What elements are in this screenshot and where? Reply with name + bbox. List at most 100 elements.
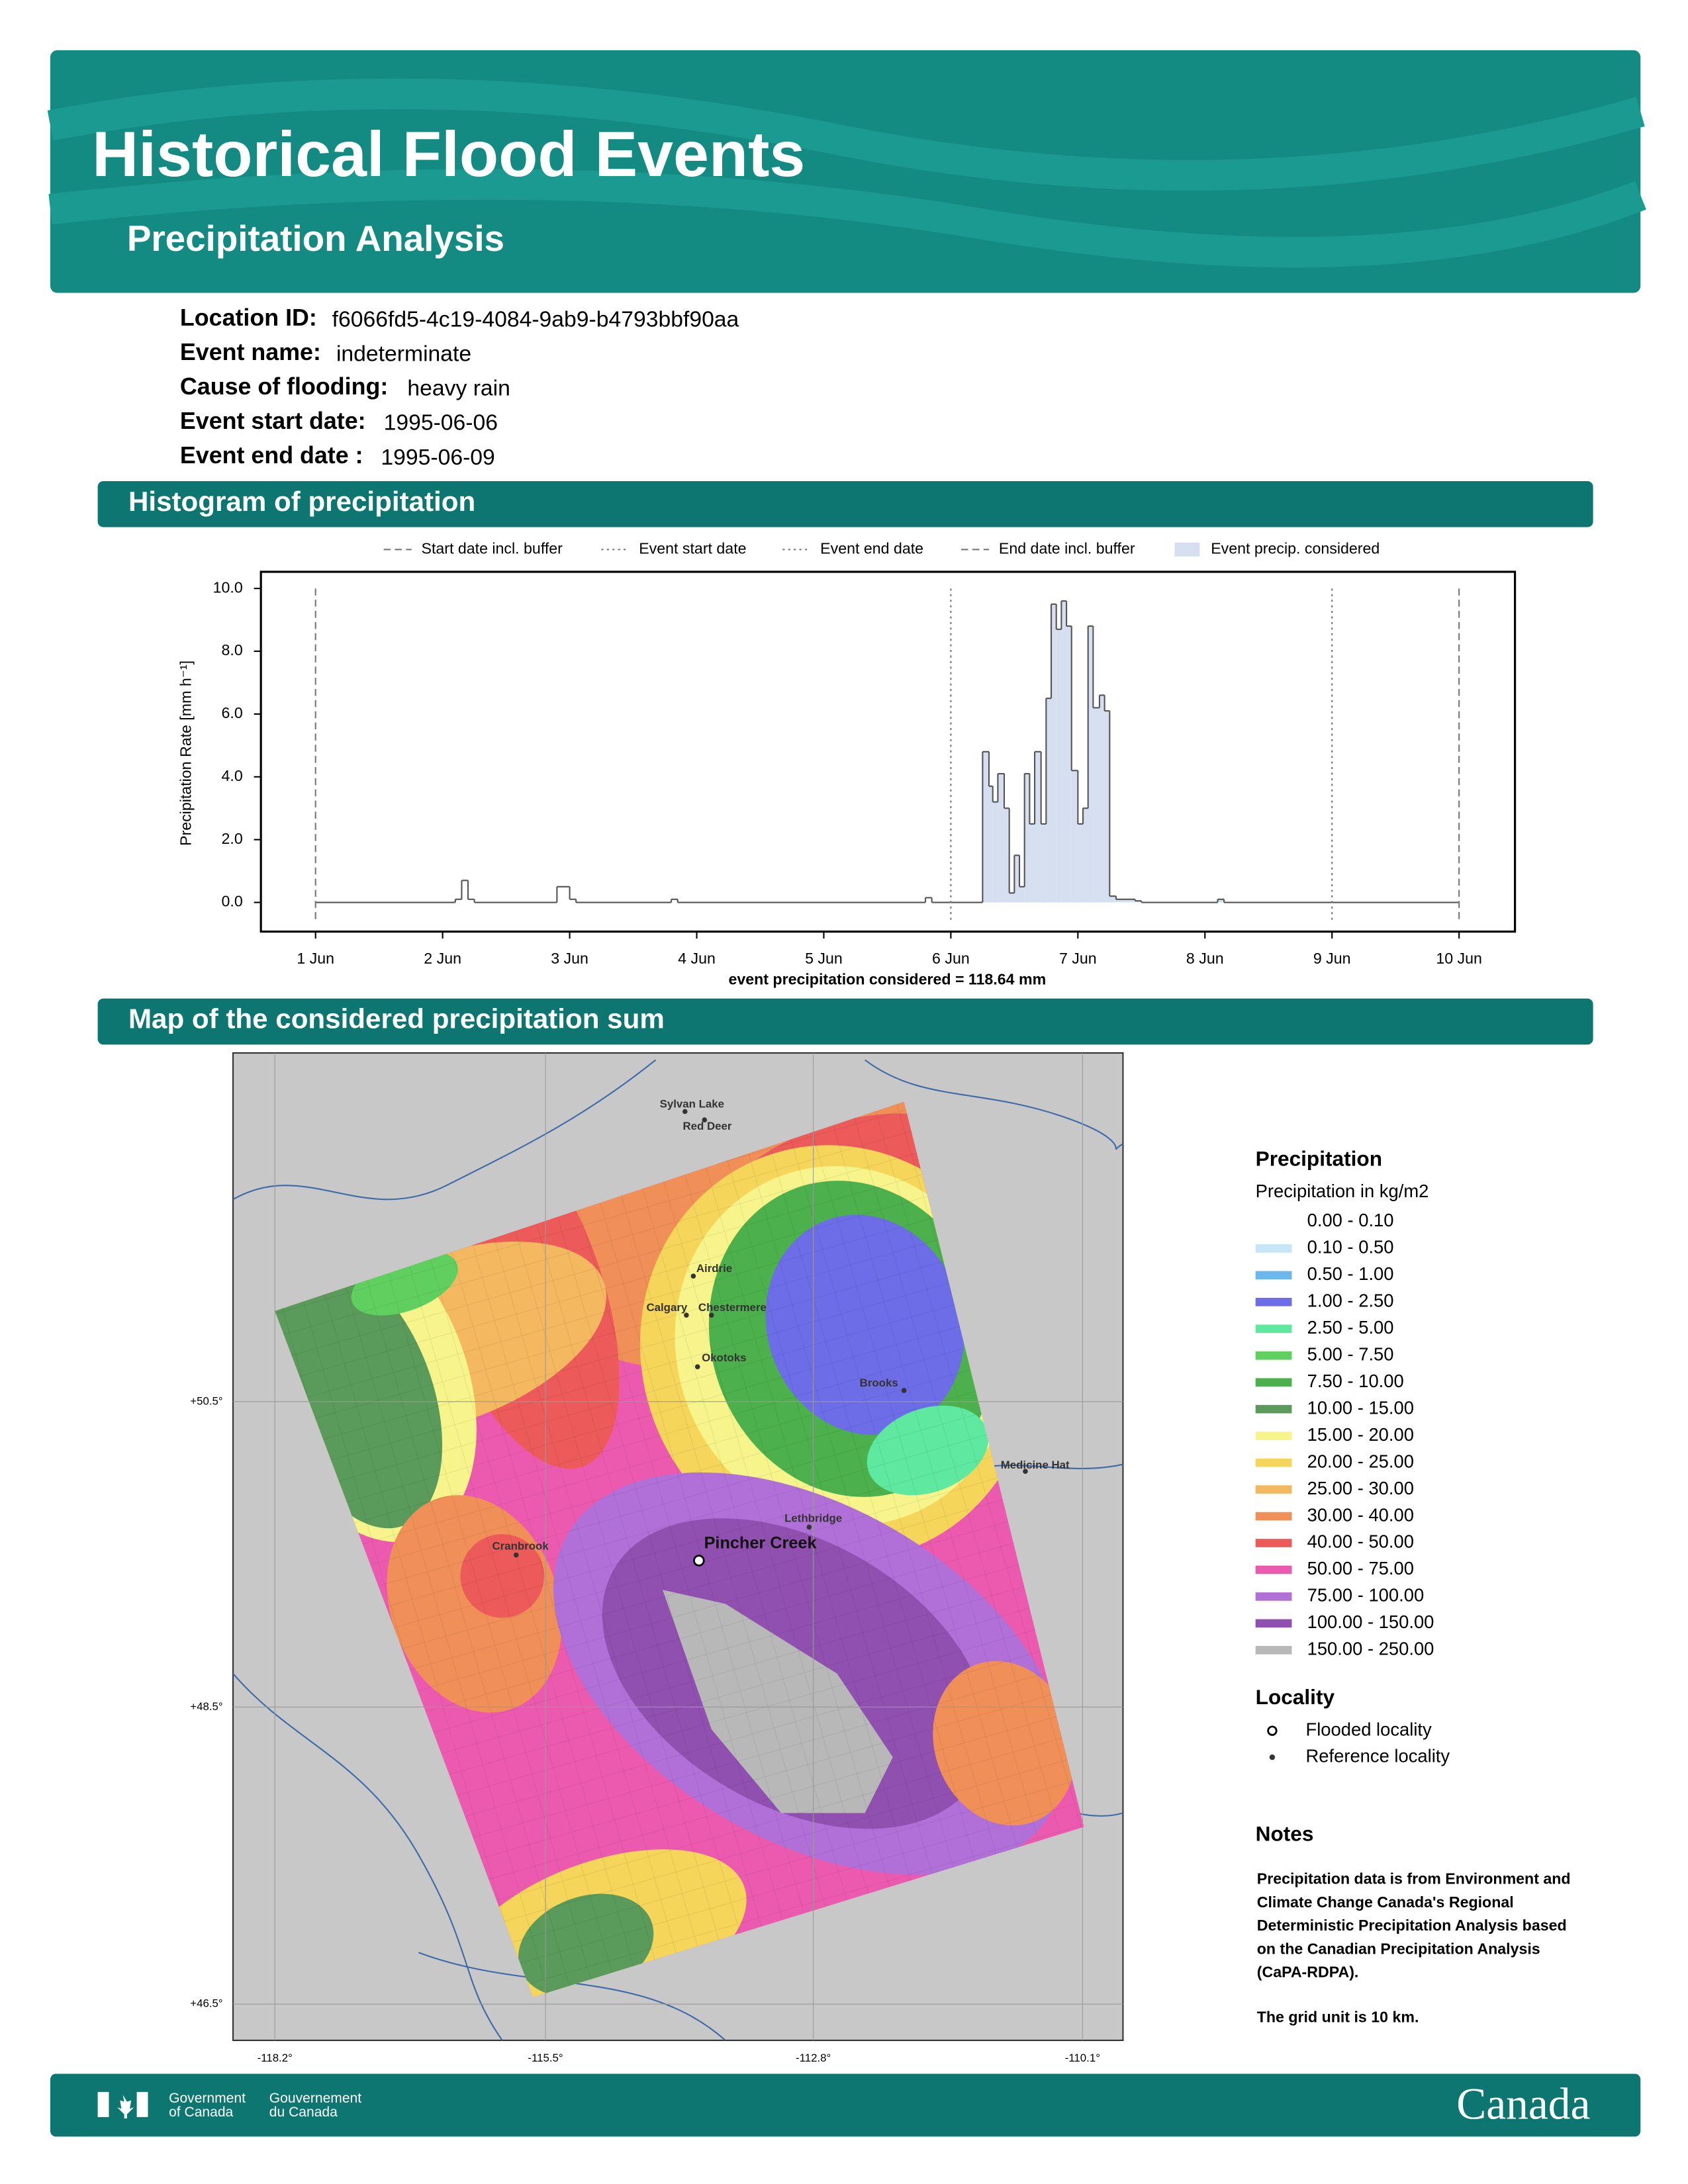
map-image [233,1052,1123,2040]
event-precip-fill [992,801,998,903]
info-label: Event end date : [180,442,363,469]
notes-line: Precipitation data is from Environment a… [1257,1870,1571,1888]
event-precip-fill [1009,893,1015,903]
legend-swatch [1174,542,1200,557]
legend-title: Locality [1256,1685,1335,1709]
y-tick-label: 4.0 [222,767,243,784]
flooded-locality [693,1555,705,1567]
x-tick-label: 8 Jun [1186,950,1224,967]
x-tick-label: 6 Jun [932,950,970,967]
legend-label: 100.00 - 150.00 [1307,1612,1434,1632]
legend-label: 40.00 - 50.00 [1307,1531,1414,1552]
reference-locality [682,1109,688,1115]
legend-label: 15.00 - 20.00 [1307,1424,1414,1445]
section-title: Histogram of precipitation [128,486,475,517]
header-banner [50,50,1641,293]
x-tick-label: 2 Jun [424,950,461,967]
reference-locality [694,1364,700,1369]
event-precip-fill [1109,896,1116,903]
title: Historical Flood Events [92,118,805,190]
event-precip-fill [1099,695,1105,903]
legend-swatch [1255,1458,1292,1467]
event-precip-fill [1217,899,1225,903]
footer-bar [50,2073,1641,2137]
wordmark: Canada [1456,2079,1590,2129]
x-tick-label: 1 Jun [297,950,334,967]
legend-label: 2.50 - 5.00 [1307,1317,1394,1338]
legend-label: 1.00 - 2.50 [1307,1291,1394,1311]
event-precip-fill [1046,698,1052,903]
event-precip-fill [982,751,989,903]
subtitle: Precipitation Analysis [127,218,504,259]
event-precip-fill [1071,770,1078,903]
y-tick-label: 2.0 [222,830,243,847]
river [864,1059,1123,1150]
lat-tick-label: +46.5° [190,1997,222,2010]
x-tick-label: 9 Jun [1313,950,1351,967]
y-tick-label: 6.0 [222,704,243,721]
legend-label: 0.00 - 0.10 [1307,1210,1394,1230]
reference-locality [709,1312,714,1318]
annotation: event precipitation considered = 118.64 … [728,971,1046,988]
lat-tick-label: +48.5° [190,1700,222,1713]
y-axis-label: Precipitation Rate [mm h⁻¹] [177,660,195,846]
footer-gov: Gouvernement [269,2091,361,2106]
legend-subtitle: Precipitation in kg/m2 [1256,1181,1429,1201]
notes-line: Climate Change Canada's Regional [1257,1893,1514,1911]
legend-label: Event precip. considered [1211,539,1380,557]
legend-label: 25.00 - 30.00 [1307,1478,1414,1498]
y-tick-label: 0.0 [222,893,243,910]
lon-tick-label: -110.1° [1065,2052,1100,2064]
legend-label: 10.00 - 15.00 [1307,1397,1414,1418]
legend-label: 20.00 - 25.00 [1307,1451,1414,1471]
event-precip-fill [1056,629,1062,903]
notes-line: on the Canadian Precipitation Analysis [1257,1940,1540,1957]
legend-swatch [1255,1485,1292,1494]
locality-label: Brooks [860,1377,898,1389]
event-precip-fill [1019,886,1025,903]
river [233,1059,657,1201]
event-precip-fill [1078,823,1084,903]
legend-swatch [1255,1244,1292,1253]
legend-title: Precipitation [1256,1147,1382,1171]
event-precip-fill [1029,823,1035,903]
legend-label: 0.10 - 0.50 [1307,1237,1394,1257]
info-value: f6066fd5-4c19-4084-9ab9-b4793bbf90aa [332,307,739,332]
event-precip-fill [1115,899,1135,903]
info-label: Location ID: [180,304,317,331]
legend-label: End date incl. buffer [999,539,1135,557]
legend-swatch [1255,1404,1292,1414]
event-precip-fill [988,786,993,903]
legend-swatch [1255,1512,1292,1521]
info-value: 1995-06-06 [384,410,498,435]
reference-locality [684,1312,689,1318]
info-label: Cause of flooding: [180,373,388,400]
legend-swatch [1255,1592,1292,1601]
legend-label: 30.00 - 40.00 [1307,1504,1414,1525]
reference-locality [513,1552,519,1558]
legend-swatch [1255,1539,1292,1547]
event-precip-fill [1014,855,1020,903]
legend-label: Flooded locality [1306,1719,1432,1739]
legend-swatch [1255,1378,1292,1387]
section-bar [97,481,1593,527]
legend-swatch [1255,1565,1292,1574]
plot-frame [259,570,1517,933]
info-label: Event name: [180,339,321,365]
x-tick-label: 3 Jun [551,950,588,967]
legend-label: 50.00 - 75.00 [1307,1558,1414,1578]
reference-locality [690,1273,696,1279]
legend-label: Event end date [820,539,923,557]
event-precip-fill [1083,808,1088,903]
legend-swatch [1255,1324,1292,1334]
locality-label: Airdrie [696,1262,732,1275]
legend-swatch [1255,1619,1292,1628]
legend-flooded [1267,1725,1278,1736]
canada-flag [97,2091,148,2118]
x-tick-label: 5 Jun [805,950,843,967]
reference-locality [1023,1469,1028,1474]
lon-tick-label: -112.8° [796,2052,831,2064]
x-tick-label: 4 Jun [678,950,716,967]
reference-locality [901,1388,907,1393]
legend-label: Start date incl. buffer [421,539,563,557]
